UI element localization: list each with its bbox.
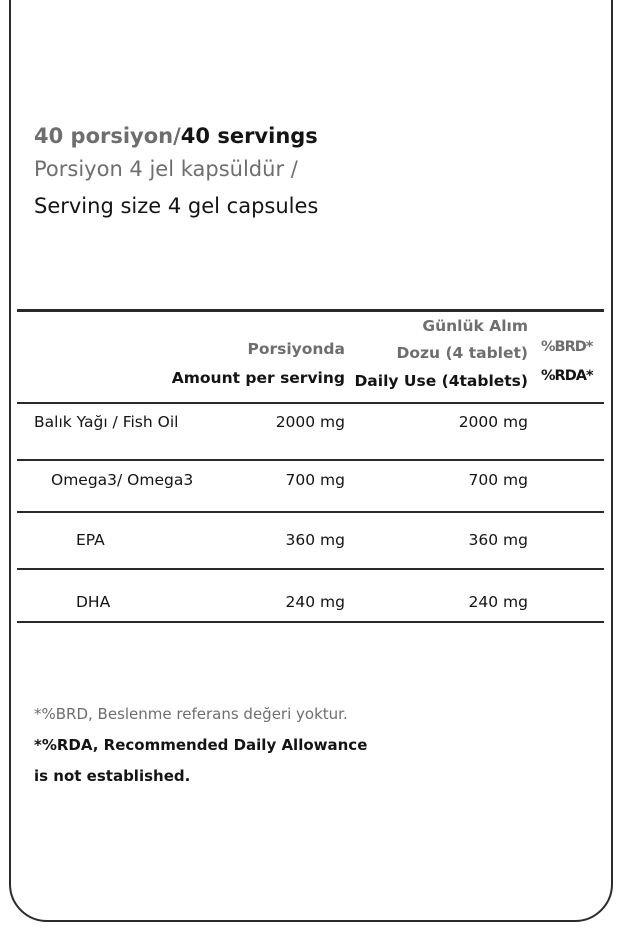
row-rule [17, 511, 604, 513]
row-rule [17, 568, 604, 570]
row-name: Balık Yağı / Fish Oil [34, 413, 179, 431]
col-daily-tr-2: Dozu (4 tablet) [396, 344, 528, 362]
row-rule [17, 621, 604, 623]
label-frame [9, 0, 613, 922]
row-per-serving: 2000 mg [275, 413, 345, 431]
row-per-serving: 700 mg [285, 471, 345, 489]
footnote-en-1: *%RDA, Recommended Daily Allowance [34, 736, 368, 754]
servings-en: 40 servings [180, 124, 318, 148]
servings-line: 40 porsiyon/40 servings [34, 124, 318, 148]
serving-size-tr: Porsiyon 4 jel kapsüldür / [34, 157, 298, 181]
col-per-serving-tr: Porsiyonda [247, 340, 345, 358]
col-daily-en: Daily Use (4tablets) [354, 372, 528, 390]
col-rda-tr: %BRD* [541, 339, 593, 355]
row-name: EPA [76, 531, 105, 549]
serving-size-en: Serving size 4 gel capsules [34, 194, 319, 218]
row-daily: 360 mg [468, 531, 528, 549]
row-daily: 700 mg [468, 471, 528, 489]
row-name: Omega3/ Omega3 [51, 471, 194, 489]
footnote-en-2: is not established. [34, 767, 191, 785]
col-per-serving-en: Amount per serving [171, 369, 345, 387]
row-per-serving: 240 mg [285, 593, 345, 611]
row-rule [17, 459, 604, 461]
servings-tr: 40 porsiyon/ [34, 124, 181, 148]
footnote-tr: *%BRD, Beslenme referans değeri yoktur. [34, 705, 348, 723]
col-rda-en: %RDA* [541, 368, 594, 384]
header-rule [17, 402, 604, 404]
table-top-rule [17, 309, 604, 312]
row-daily: 240 mg [468, 593, 528, 611]
row-name: DHA [76, 593, 111, 611]
col-daily-tr-1: Günlük Alım [422, 317, 528, 335]
row-daily: 2000 mg [458, 413, 528, 431]
row-per-serving: 360 mg [285, 531, 345, 549]
